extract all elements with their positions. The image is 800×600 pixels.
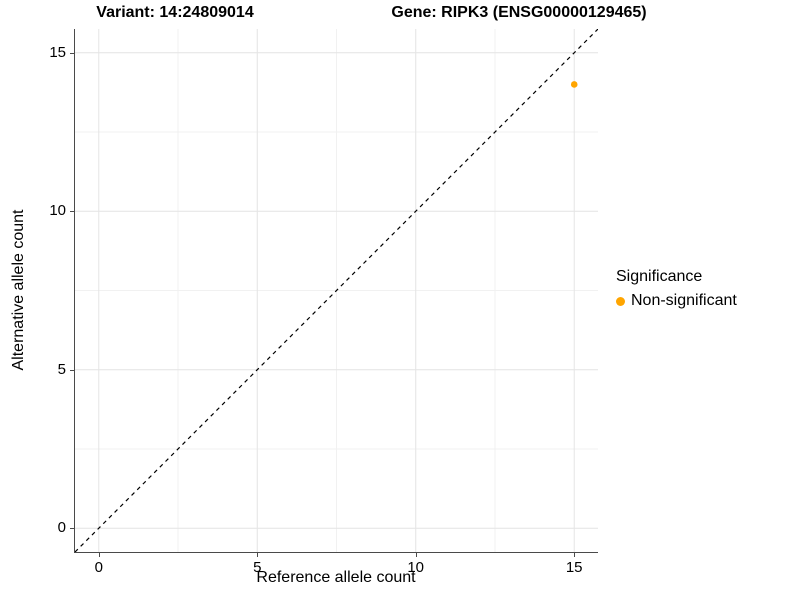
legend-title: Significance <box>616 268 703 285</box>
plot-panel <box>74 28 599 553</box>
y-axis-title: Alternative allele count <box>10 209 27 371</box>
plot-title-gene: Gene: RIPK3 (ENSG00000129465) <box>391 4 647 21</box>
x-tick-label: 15 <box>565 559 583 576</box>
y-tick-mark <box>70 369 74 371</box>
legend-entry-label: Non-significant <box>631 292 737 309</box>
y-tick-mark <box>70 211 74 213</box>
legend-entries: Non-significant <box>616 292 737 310</box>
x-tick-label: 0 <box>94 559 103 576</box>
y-tick-label: 10 <box>49 202 66 220</box>
plot-title-variant: Variant: 14:24809014 <box>96 4 254 21</box>
x-tick-label: 10 <box>407 559 425 576</box>
x-tick-mark <box>257 553 259 557</box>
y-tick-mark <box>70 52 74 54</box>
x-tick-mark <box>415 553 417 557</box>
x-tick-mark <box>98 553 100 557</box>
legend-entry: Non-significant <box>616 292 737 310</box>
legend-point-icon <box>616 296 625 306</box>
data-point <box>570 81 578 88</box>
y-axis-line <box>74 29 75 553</box>
x-tick-label: 5 <box>253 559 262 576</box>
y-tick-label: 0 <box>57 519 66 537</box>
y-tick-label: 15 <box>49 43 66 61</box>
legend: Significance Non-significant <box>616 268 737 310</box>
y-tick-label: 5 <box>57 360 66 378</box>
x-axis-line <box>74 552 598 553</box>
x-tick-mark <box>574 553 576 557</box>
x-axis-title: Reference allele count <box>256 569 416 586</box>
y-tick-mark <box>70 528 74 530</box>
identity-line <box>74 28 599 553</box>
plot-canvas <box>74 28 599 553</box>
